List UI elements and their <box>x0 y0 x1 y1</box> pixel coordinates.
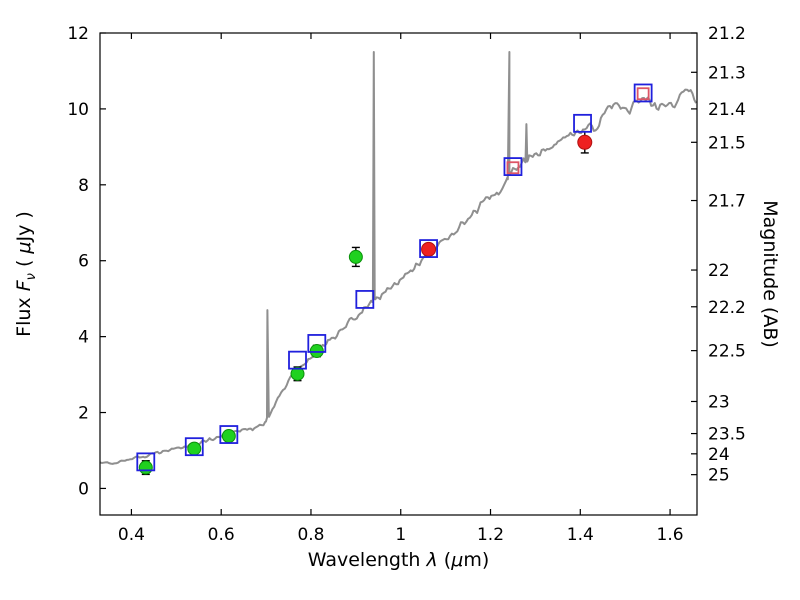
tick-label: 22.2 <box>708 298 746 318</box>
photometry-point-square <box>506 161 520 175</box>
photometry-point-square <box>419 239 438 258</box>
tick-label: 6 <box>78 252 89 272</box>
photometry-point-square <box>573 113 592 133</box>
photometry-point-square <box>136 452 156 472</box>
photometry-point-square <box>636 87 650 101</box>
observed-photometry-red-circles <box>421 130 593 257</box>
tick-label: 22 <box>708 261 730 281</box>
photometry-point-circle <box>187 441 202 456</box>
tick-label: 1 <box>395 525 406 545</box>
x-axis-ticks: 0.4 0.6 0.8 1 1.2 1.4 1.6 <box>118 33 684 545</box>
tick-label: 24 <box>708 445 730 465</box>
photometry-point-circle <box>421 241 437 257</box>
tick-label: 12 <box>67 24 89 44</box>
photometry-point-circle <box>290 366 305 381</box>
tick-label: 21.3 <box>708 63 746 83</box>
tick-label: 10 <box>67 100 89 120</box>
photometry-point-square <box>219 425 239 444</box>
right-axis-label: Magnitude (AB) <box>759 200 781 348</box>
tick-label: 1.4 <box>567 525 594 545</box>
tick-label: 25 <box>708 466 730 486</box>
model-photometry-blue-open-squares <box>136 83 653 472</box>
tick-label: 0.4 <box>118 525 145 545</box>
tick-label: 23 <box>708 392 730 412</box>
spectrum-line <box>100 51 697 465</box>
tick-label: 0.6 <box>208 525 235 545</box>
photometry-point-circle <box>221 429 236 444</box>
tick-label: 21.4 <box>708 100 746 120</box>
tick-label: 2 <box>78 404 89 424</box>
tick-label: 21.5 <box>708 133 746 153</box>
tick-label: 1.6 <box>657 525 684 545</box>
tick-label: 22.5 <box>708 342 746 362</box>
tick-label: 1.2 <box>477 525 504 545</box>
photometry-point-circle <box>309 344 324 359</box>
photometry-point-square <box>633 83 653 103</box>
photometry-point-circle <box>138 460 153 475</box>
left-axis-label: Flux Fν ( μJy ) <box>13 211 39 337</box>
tick-label: 0.8 <box>297 525 324 545</box>
model-photometry-red-open-squares <box>506 87 650 175</box>
axes-frame <box>99 32 698 516</box>
photometry-point-square <box>307 334 327 353</box>
x-axis-label: Wavelength λ (μm) <box>308 549 489 571</box>
photometry-point-square <box>355 290 375 309</box>
tick-label: 4 <box>78 328 89 348</box>
left-axis-ticks: 0 2 4 6 8 10 12 <box>67 24 106 499</box>
tick-label: 21.7 <box>708 192 746 212</box>
photometry-point-circle <box>577 134 593 150</box>
tick-label: 0 <box>78 479 89 499</box>
tick-label: 23.5 <box>708 425 746 445</box>
photometry-point-circle <box>348 249 363 264</box>
tick-label: 21.2 <box>708 24 746 44</box>
tick-label: 8 <box>78 176 89 196</box>
photometry-point-square <box>184 437 204 457</box>
photometry-point-square <box>503 157 523 176</box>
observed-photometry-green-circles <box>138 246 363 476</box>
photometry-point-square <box>288 350 307 370</box>
